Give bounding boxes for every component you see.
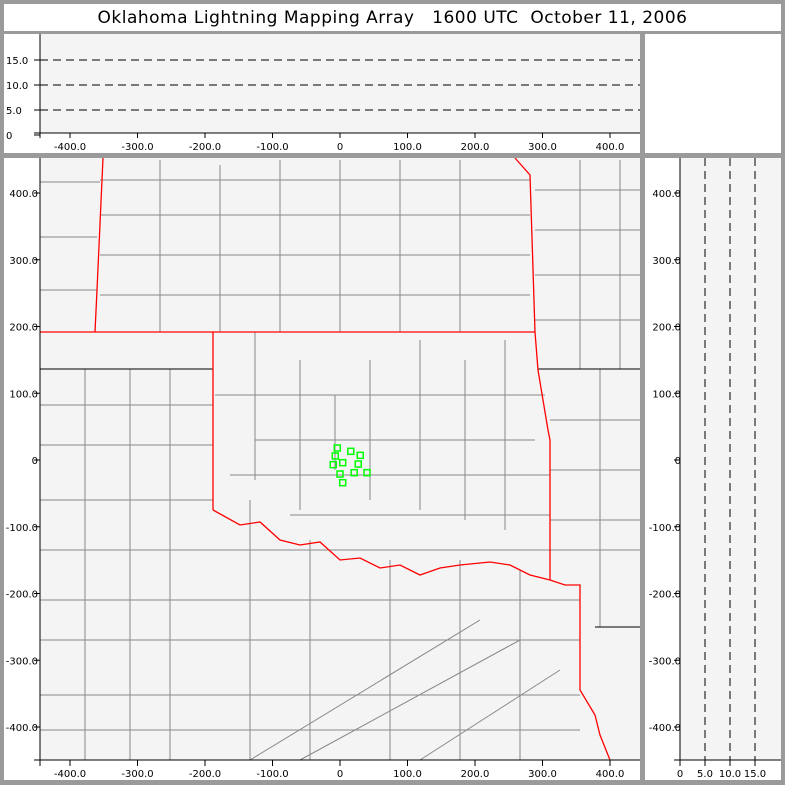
altitude-panel: 0 5.0 10.0 15.0 -400.0 -300.0 -200.0 -100.0 0 100… <box>4 34 640 153</box>
y-tick-label: 100.0 <box>652 389 681 400</box>
y-tick-label: 100.0 <box>9 389 38 400</box>
y-tick-label: 300.0 <box>9 256 38 267</box>
lightning-source-point <box>354 460 362 468</box>
x-tick-label: 200.0 <box>461 769 490 780</box>
y-tick-label: 10.0 <box>6 81 28 92</box>
side-altitude-plot: 0 5.0 10.0 15.0 400.0 300.0 200.0 100.0 0 -100.0 -… <box>649 158 781 780</box>
lightning-source-point <box>336 470 344 478</box>
y-tick-label: -300.0 <box>6 656 38 667</box>
y-tick-label: -300.0 <box>649 656 681 667</box>
x-tick-label: 15.0 <box>744 769 766 780</box>
lightning-source-point <box>347 447 355 456</box>
lightning-source-point <box>338 478 347 487</box>
x-tick-label: 10.0 <box>719 769 741 780</box>
y-tick-label: 400.0 <box>9 189 38 200</box>
y-tick-label: -400.0 <box>649 723 681 734</box>
y-tick-label: 300.0 <box>652 256 681 267</box>
lightning-source-point <box>329 460 337 469</box>
y-tick-label: -400.0 <box>6 723 38 734</box>
x-tick-label: 300.0 <box>528 769 557 780</box>
lightning-source-point <box>363 468 371 477</box>
y-tick-label: -200.0 <box>649 590 681 601</box>
x-tick-label: 400.0 <box>596 142 625 153</box>
y-tick-label: 0 <box>32 456 38 467</box>
x-tick-label: 400.0 <box>596 769 625 780</box>
y-tick-label: 15.0 <box>6 56 28 67</box>
y-tick-label: 200.0 <box>652 323 681 334</box>
y-tick-label: -100.0 <box>649 523 681 534</box>
plan-view-map: 400.0 300.0 200.0 100.0 0 -100.0 -200.0 -300.0 -… <box>6 157 640 780</box>
y-tick-label: 0 <box>675 456 681 467</box>
x-tick-label: 100.0 <box>393 142 422 153</box>
lightning-source-point <box>338 458 347 467</box>
x-tick-label: 200.0 <box>461 142 490 153</box>
lightning-source-point <box>356 451 364 460</box>
chart-title: Oklahoma Lightning Mapping Array 1600 UT… <box>4 4 781 31</box>
plot-background <box>40 34 640 133</box>
x-tick-label: 100.0 <box>393 769 422 780</box>
state-border-red <box>94 157 104 333</box>
y-tick-label: 0 <box>6 131 12 142</box>
x-tick-label: -300.0 <box>121 769 153 780</box>
altitude-plot: 0 5.0 10.0 15.0 -400.0 -300.0 -200.0 -100.0 0 100… <box>6 34 640 153</box>
y-tick-label: -200.0 <box>6 590 38 601</box>
y-tick-label: 400.0 <box>652 189 681 200</box>
x-tick-label: 300.0 <box>528 142 557 153</box>
x-tick-label: -200.0 <box>189 142 221 153</box>
x-tick-label: -400.0 <box>54 142 86 153</box>
lightning-source-point <box>333 444 342 452</box>
blank-panel <box>645 34 781 153</box>
x-tick-label: 0 <box>337 142 343 153</box>
x-tick-label: 5.0 <box>697 769 713 780</box>
state-border-red <box>514 157 551 580</box>
county-line <box>419 669 561 761</box>
county-line <box>299 639 521 761</box>
lightning-source-point <box>350 468 358 477</box>
x-tick-label: 0 <box>677 769 683 780</box>
x-tick-label: -200.0 <box>189 769 221 780</box>
x-tick-label: -400.0 <box>54 769 86 780</box>
x-tick-label: -100.0 <box>256 769 288 780</box>
y-tick-label: -100.0 <box>6 523 38 534</box>
lightning-source-point <box>331 452 340 460</box>
side-altitude-panel: 0 5.0 10.0 15.0 400.0 300.0 200.0 100.0 0 -100.0 -… <box>645 158 781 780</box>
county-line <box>249 619 481 761</box>
x-tick-label: -300.0 <box>121 142 153 153</box>
y-tick-label: 200.0 <box>9 323 38 334</box>
state-border-red <box>212 509 611 761</box>
y-tick-label: 5.0 <box>6 106 22 117</box>
plan-view-panel: 400.0 300.0 200.0 100.0 0 -100.0 -200.0 -300.0 -… <box>4 157 640 780</box>
x-tick-label: -100.0 <box>256 142 288 153</box>
x-tick-label: 0 <box>337 769 343 780</box>
